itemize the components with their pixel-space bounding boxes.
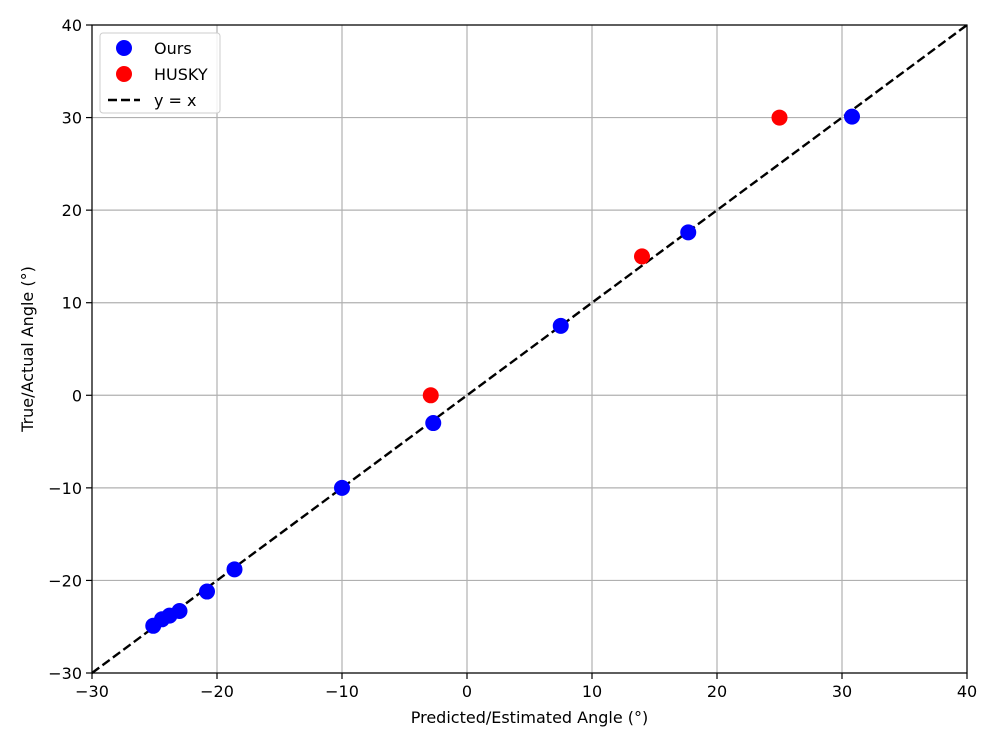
data-point-ours (226, 561, 243, 578)
legend-marker-husky (116, 66, 132, 82)
y-tick-label: 10 (62, 294, 82, 313)
data-point-ours (552, 317, 569, 334)
data-points (145, 108, 860, 634)
data-point-ours (334, 479, 350, 496)
data-point-husky (771, 109, 788, 126)
data-point-ours (425, 415, 442, 432)
y-axis-label: True/Actual Angle (°) (18, 266, 37, 433)
x-axis-ticks: −30 −20 −10 0 10 20 30 40 (75, 673, 977, 701)
y-tick-label: −30 (48, 664, 82, 683)
data-point-husky (422, 387, 439, 404)
y-tick-label: 0 (72, 386, 82, 405)
y-axis-ticks: −30 −20 −10 0 10 20 30 40 (48, 16, 92, 683)
legend-label-husky: HUSKY (154, 65, 208, 84)
data-point-ours (844, 108, 860, 125)
data-point-ours (680, 224, 697, 241)
x-tick-label: 30 (832, 682, 852, 701)
x-tick-label: 0 (462, 682, 472, 701)
legend-label-y-x: y = x (154, 91, 197, 110)
y-tick-label: −10 (48, 479, 82, 498)
legend-label-ours: Ours (154, 39, 192, 58)
x-tick-label: −10 (325, 682, 359, 701)
x-tick-label: −30 (75, 682, 109, 701)
legend-marker-ours (116, 40, 132, 56)
y-tick-label: 20 (62, 201, 82, 220)
plot-frame (91, 24, 968, 674)
data-point-ours (145, 617, 162, 634)
legend: Ours HUSKY y = x (99, 32, 221, 114)
x-tick-label: 20 (707, 682, 727, 701)
y-tick-label: 30 (62, 109, 82, 128)
x-tick-label: −20 (200, 682, 234, 701)
data-point-ours (199, 583, 215, 600)
y-tick-label: −20 (48, 571, 82, 590)
x-tick-label: 10 (582, 682, 602, 701)
data-point-husky (634, 248, 650, 265)
x-tick-label: 40 (957, 682, 977, 701)
y-tick-label: 40 (62, 16, 82, 35)
x-axis-label: Predicted/Estimated Angle (°) (411, 708, 649, 727)
